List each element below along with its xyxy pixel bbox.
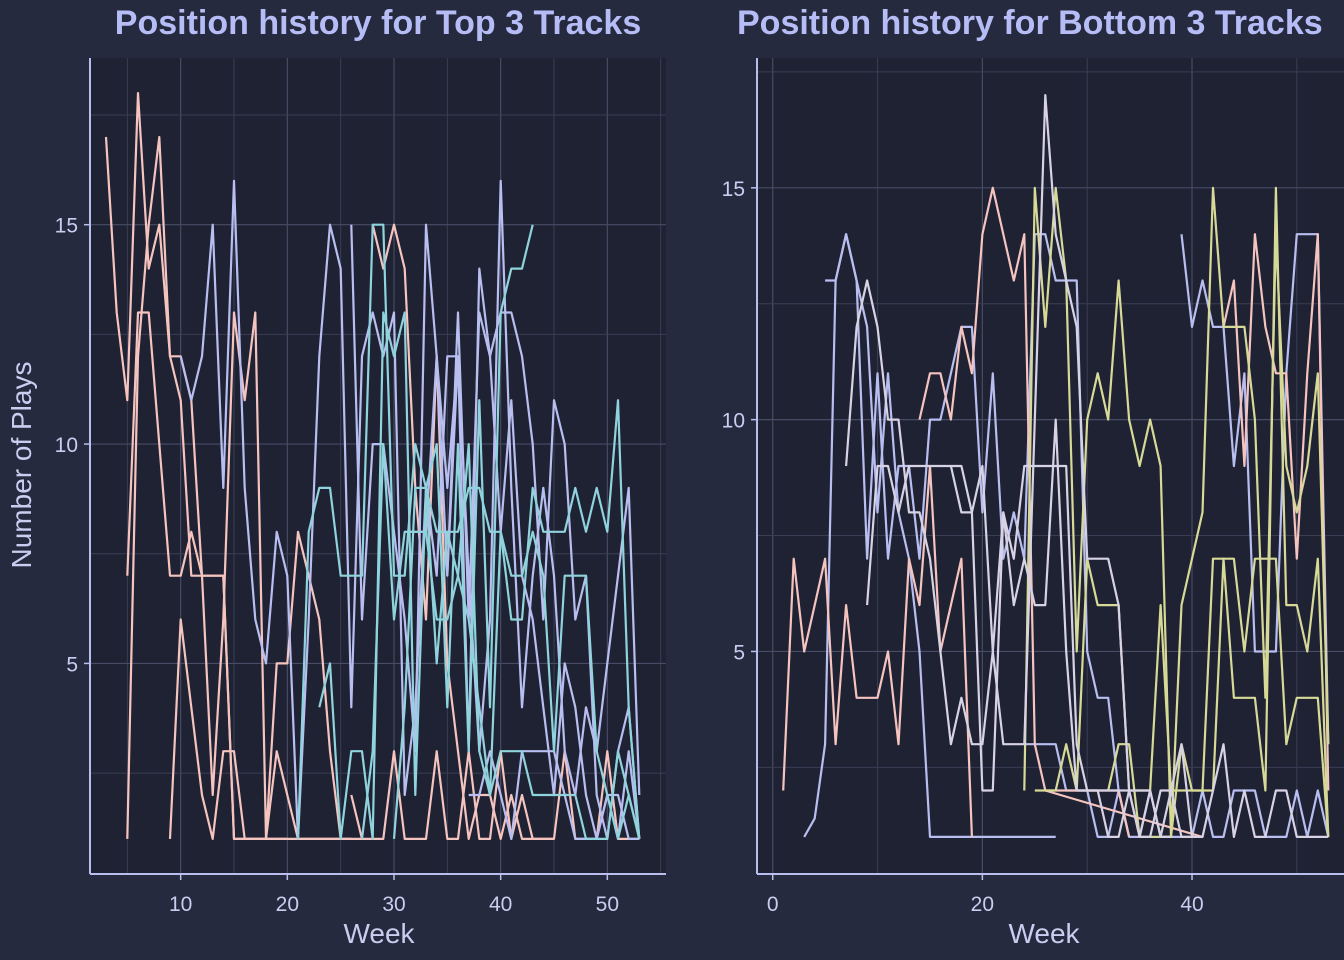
left-plot-area [90, 58, 666, 874]
right-x-tick-label: 20 [971, 893, 994, 916]
series-line-top-cyan-2 [296, 223, 641, 839]
series-line-bot-pink-4 [1222, 233, 1330, 791]
right-chart: 0 20 40 5 10 15 Position history for Bottom 3… [722, 4, 1344, 949]
left-x-tick-label: 30 [382, 893, 405, 916]
left-x-axis-label: Week [343, 918, 415, 949]
series-line-bot-lav-3 [1180, 233, 1330, 745]
left-y-tick-label: 10 [55, 434, 78, 457]
series-line-bot-yellow-2 [1034, 186, 1330, 837]
series-line-top-cyan-4 [392, 486, 641, 841]
series-line-bot-gray-3 [949, 464, 1329, 839]
series-line-top-pink-3 [126, 135, 342, 841]
series-line-top-cyan-3 [360, 443, 641, 841]
left-y-axis-label: Number of Plays [6, 362, 37, 569]
series-line-top-lav-3 [404, 267, 641, 841]
left-x-tick-label: 10 [169, 893, 192, 916]
right-y-tick-label: 5 [733, 641, 745, 664]
right-x-tick-label: 40 [1180, 893, 1203, 916]
left-chart-title: Position history for Top 3 Tracks [115, 4, 641, 42]
right-y-tick-label: 10 [722, 410, 745, 433]
left-x-tick-label: 40 [489, 893, 512, 916]
left-chart: 10 20 30 40 50 5 10 15 Position history for Top… [6, 4, 666, 949]
left-y-tick-label: 15 [55, 215, 78, 238]
series-line-top-lav-1 [179, 179, 458, 841]
series-line-top-pink-4 [168, 618, 362, 841]
right-y-tick-label: 15 [722, 178, 745, 201]
right-chart-title: Position history for Bottom 3 Tracks [737, 4, 1323, 42]
right-x-tick-label: 0 [767, 893, 779, 916]
left-x-tick-label: 20 [276, 893, 299, 916]
left-y-tick-label: 5 [66, 653, 78, 676]
left-x-tick-label: 50 [596, 893, 619, 916]
right-x-axis-label: Week [1008, 918, 1080, 949]
series-line-bot-gray-1 [845, 93, 1171, 839]
